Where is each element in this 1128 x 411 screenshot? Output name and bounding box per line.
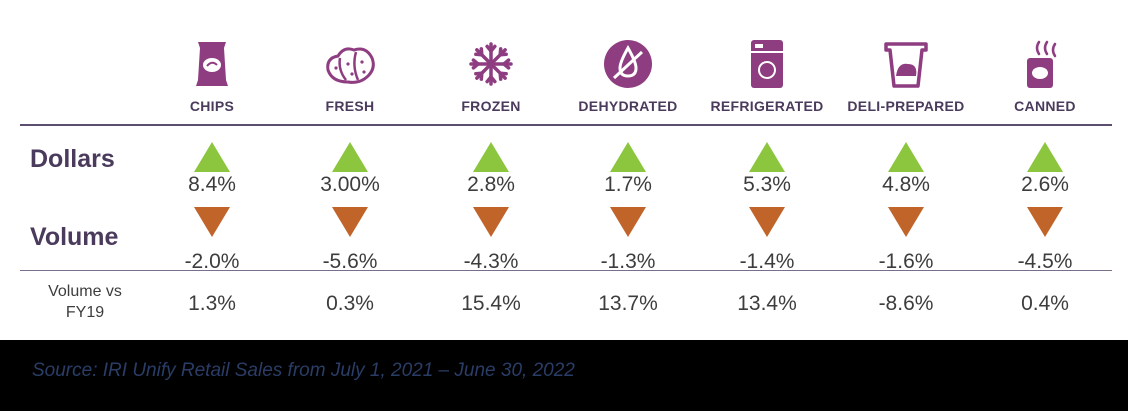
column-header-refrigerated: REFRIGERATED	[710, 98, 824, 114]
table-divider	[20, 124, 1112, 126]
value-cell: -4.5%	[1017, 250, 1073, 273]
refrigerator-icon	[751, 40, 783, 88]
down-arrow-icon	[194, 207, 230, 237]
column-header-dehydrated: DEHYDRATED	[578, 98, 678, 114]
column-header-chips: CHIPS	[189, 98, 235, 114]
down-arrow-icon	[473, 207, 509, 237]
value-cell: 3.00%	[320, 173, 380, 196]
up-arrow-icon	[473, 142, 509, 172]
value-cell: 5.3%	[743, 173, 791, 196]
value-cell: 4.8%	[882, 173, 930, 196]
column-header-deli-prepared: DELI-PREPARED	[847, 98, 965, 114]
down-arrow-icon	[610, 207, 646, 237]
row-label-line: FY19	[65, 304, 105, 321]
value-cell: 2.6%	[1021, 173, 1069, 196]
column-header-canned: CANNED	[1014, 98, 1076, 114]
down-arrow-icon	[332, 207, 368, 237]
down-arrow-icon	[888, 207, 924, 237]
value-cell: -5.6%	[322, 250, 378, 273]
row-label-volume-vs-fy19: Volume vs FY19	[20, 281, 150, 323]
value-cell: 1.7%	[604, 173, 652, 196]
deli-container-icon	[884, 42, 928, 88]
value-cell: 0.3%	[326, 292, 374, 315]
value-cell: -1.6%	[878, 250, 934, 273]
value-cell: 2.8%	[467, 173, 515, 196]
up-arrow-icon	[749, 142, 785, 172]
chips-bag-icon	[196, 42, 228, 86]
column-header-frozen: FROZEN	[461, 98, 521, 114]
down-arrow-icon	[1027, 207, 1063, 237]
comparison-table: CHIPS FRESH FROZEN DEHYDRATED REFRIGERATED DE…	[20, 40, 1112, 323]
value-cell: 13.7%	[598, 292, 658, 315]
up-arrow-icon	[610, 142, 646, 172]
column-header-fresh: FRESH	[325, 98, 375, 114]
value-cell: -1.4%	[739, 250, 795, 273]
value-cell: 8.4%	[188, 173, 236, 196]
value-cell: -1.3%	[600, 250, 656, 273]
value-cell: -8.6%	[878, 292, 934, 315]
value-cell: 0.4%	[1021, 292, 1069, 315]
value-cell: -2.0%	[184, 250, 240, 273]
canned-food-icon	[1027, 40, 1057, 88]
up-arrow-icon	[332, 142, 368, 172]
source-note: Source: IRI Unify Retail Sales from July…	[32, 360, 575, 381]
fresh-potatoes-icon	[326, 47, 375, 84]
down-arrow-icon	[749, 207, 785, 237]
up-arrow-icon	[888, 142, 924, 172]
snowflake-icon	[469, 42, 513, 86]
up-arrow-icon	[1027, 142, 1063, 172]
value-cell: 15.4%	[461, 292, 521, 315]
dehydrated-icon	[604, 40, 652, 88]
table-divider	[20, 270, 1112, 271]
up-arrow-icon	[194, 142, 230, 172]
value-cell: -4.3%	[463, 250, 519, 273]
row-label-dollars: Dollars	[30, 145, 115, 173]
row-label-line: Volume vs	[48, 283, 122, 300]
value-cell: 13.4%	[737, 292, 797, 315]
row-label-volume: Volume	[30, 223, 119, 251]
value-cell: 1.3%	[188, 292, 236, 315]
footer-bar: Source: IRI Unify Retail Sales from July…	[0, 340, 1128, 411]
